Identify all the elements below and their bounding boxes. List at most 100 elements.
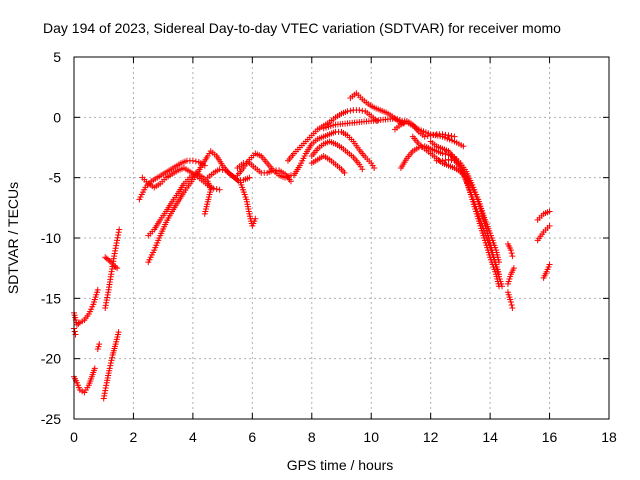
data-point xyxy=(112,263,119,270)
data-point xyxy=(439,131,446,138)
y-tick-label: 5 xyxy=(53,49,61,65)
data-point xyxy=(427,132,434,139)
data-point xyxy=(371,165,378,172)
data-point xyxy=(216,166,223,173)
y-tick-label: -25 xyxy=(41,411,61,427)
data-point xyxy=(341,169,348,176)
data-point xyxy=(442,131,449,138)
data-point xyxy=(347,107,354,114)
data-point xyxy=(107,360,114,367)
data-point xyxy=(246,174,253,181)
data-point xyxy=(448,157,455,164)
series-arc-8 xyxy=(136,157,208,203)
x-tick-labels: 0 2 4 6 8 10 12 14 16 18 xyxy=(70,429,617,445)
series-arc-29 xyxy=(534,208,553,223)
x-tick-label: 8 xyxy=(308,429,316,445)
data-point xyxy=(509,304,516,311)
x-tick-label: 2 xyxy=(130,429,138,445)
x-tick-label: 0 xyxy=(70,429,78,445)
x-tick-label: 12 xyxy=(423,429,439,445)
data-point xyxy=(448,133,455,140)
axis-ticks xyxy=(73,56,610,420)
data-point xyxy=(359,107,366,114)
data-point xyxy=(75,320,82,327)
y-tick-label: -10 xyxy=(41,230,61,246)
data-point xyxy=(216,186,223,193)
data-point xyxy=(546,208,553,215)
data-point xyxy=(510,265,517,272)
series-arc-28 xyxy=(504,265,517,287)
y-axis-label: SDTVAR / TECUs xyxy=(5,182,21,294)
x-tick-label: 18 xyxy=(601,429,617,445)
series-arc-17 xyxy=(308,138,366,173)
data-point xyxy=(94,286,101,293)
series-arc-5 xyxy=(100,329,122,402)
data-point xyxy=(421,133,428,140)
data-point xyxy=(460,143,467,150)
data-point xyxy=(201,210,208,217)
data-point xyxy=(91,365,98,372)
data-point xyxy=(442,151,449,158)
data-point xyxy=(445,132,452,139)
data-point xyxy=(107,362,114,369)
data-point xyxy=(546,222,553,229)
data-point xyxy=(210,185,217,192)
data-point xyxy=(507,247,514,254)
data-point xyxy=(213,186,220,193)
data-point xyxy=(442,157,449,164)
data-point xyxy=(71,328,78,335)
y-tick-label: -20 xyxy=(41,351,61,367)
series-arc-30 xyxy=(534,222,553,244)
series-arc-10 xyxy=(145,148,259,266)
data-point xyxy=(114,234,121,241)
series-arc-27 xyxy=(504,289,516,311)
data-point xyxy=(344,108,351,115)
series-arc-4 xyxy=(94,341,103,353)
data-point xyxy=(96,341,103,348)
data-point xyxy=(109,354,116,361)
grid-lines xyxy=(74,57,609,419)
data-point xyxy=(116,226,123,233)
data-point xyxy=(508,301,515,308)
data-point xyxy=(546,261,553,268)
x-tick-label: 16 xyxy=(542,429,558,445)
data-point xyxy=(219,166,226,173)
x-axis-label: GPS time / hours xyxy=(287,457,394,473)
data-point xyxy=(509,253,516,260)
chart-title: Day 194 of 2023, Sidereal Day-to-day VTE… xyxy=(43,20,561,36)
x-tick-label: 4 xyxy=(189,429,197,445)
series-arc-11 xyxy=(145,169,214,239)
data-point xyxy=(424,133,431,140)
data-point xyxy=(439,157,446,164)
data-point xyxy=(115,229,122,236)
y-tick-label: -15 xyxy=(41,290,61,306)
series-arc-2 xyxy=(71,365,98,396)
data-point xyxy=(108,357,115,364)
series-arc-7 xyxy=(102,254,121,272)
data-point xyxy=(114,237,121,244)
series-arc-16 xyxy=(290,128,378,179)
data-point xyxy=(115,329,122,336)
series-arc-21 xyxy=(392,117,458,140)
data-point xyxy=(252,215,259,222)
data-point xyxy=(451,133,458,140)
y-tick-label: 0 xyxy=(53,109,61,125)
y-tick-labels: 5 0 -5 -10 -15 -20 -25 xyxy=(41,49,61,427)
series-arc-12 xyxy=(204,166,253,184)
y-tick-label: -5 xyxy=(49,170,62,186)
data-point xyxy=(106,257,113,264)
data-point xyxy=(189,157,196,164)
data-point xyxy=(430,131,437,138)
series-arc-26 xyxy=(504,241,516,260)
series-arc-25 xyxy=(433,156,503,290)
series-arc-19 xyxy=(347,90,407,127)
data-point xyxy=(287,178,294,185)
data-point xyxy=(496,283,503,290)
data-point xyxy=(359,166,366,173)
x-tick-label: 14 xyxy=(482,429,498,445)
series-arc-6 xyxy=(102,226,123,311)
data-point xyxy=(445,156,452,163)
data-point xyxy=(115,231,122,238)
